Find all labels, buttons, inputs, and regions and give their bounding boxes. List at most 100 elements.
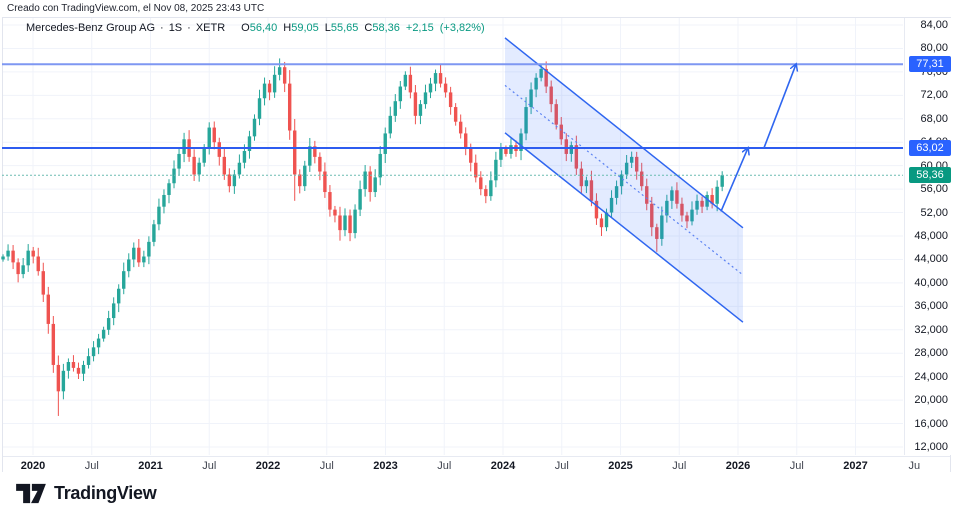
candle-body <box>328 192 332 210</box>
candle-body <box>700 200 704 207</box>
candle-body <box>489 180 493 197</box>
price-axis-label: 16,000 <box>914 417 948 430</box>
time-axis-label: 2023 <box>373 460 398 472</box>
candle-body <box>433 73 438 84</box>
candle-body <box>499 148 503 160</box>
breakout-arrow[interactable] <box>763 64 796 149</box>
exchange-label: XETR <box>195 22 226 34</box>
channel-upper-line[interactable] <box>504 37 744 229</box>
candle-body <box>56 364 61 392</box>
candle-body <box>41 271 45 295</box>
candle-body <box>117 288 121 304</box>
candle-body <box>559 124 563 140</box>
candle-body <box>564 139 568 154</box>
footer-brand[interactable]: TradingView <box>16 483 157 504</box>
price-axis-label: 44,000 <box>914 253 948 266</box>
high-label: H <box>283 22 292 34</box>
candle-body <box>373 177 377 193</box>
time-axis-label: 2020 <box>20 460 46 472</box>
time-axis[interactable]: 2020 Jul 2021 Jul 2022 Jul 2023 Jul 2024 Jul 2025 J… <box>3 456 950 473</box>
candle-body <box>584 180 589 187</box>
candle-body <box>599 218 604 228</box>
time-axis-label: Jul <box>84 460 99 472</box>
candle-body <box>469 148 473 163</box>
candle-body <box>604 212 609 228</box>
candle-body <box>318 156 322 172</box>
legend-separator: · <box>187 22 191 34</box>
price-axis-label: 48,000 <box>914 229 948 242</box>
price-axis-label: 72,00 <box>920 89 948 102</box>
candle-body <box>303 165 307 187</box>
candle-body <box>272 74 277 93</box>
tradingview-logo-icon <box>16 483 46 504</box>
candle-body <box>86 356 91 365</box>
time-axis-label: 2024 <box>490 460 516 472</box>
candle-body <box>197 162 201 175</box>
candle-body <box>172 168 176 184</box>
parallel-channel-drawing[interactable] <box>504 37 744 323</box>
candle-body <box>705 194 709 207</box>
candle-body <box>323 171 327 193</box>
price-axis[interactable]: 84,0080,0076,0072,0068,0064,0060,0056,00… <box>904 18 952 455</box>
candle-body <box>227 174 232 187</box>
candle-body <box>212 127 216 143</box>
price-level-badge: 77,31 <box>909 56 951 73</box>
candle-body <box>594 200 599 219</box>
candle-body <box>247 136 252 152</box>
candle-body <box>614 186 619 198</box>
candle-body <box>162 194 166 207</box>
symbol-name: Mercedes-Benz Group AG <box>26 22 156 34</box>
change-value: +2,15 <box>405 22 434 34</box>
time-axis-label: Jul <box>319 460 334 472</box>
candle-body <box>157 206 161 225</box>
price-axis-label: 28,000 <box>914 347 948 360</box>
time-axis-label: Jul <box>554 460 569 472</box>
breakout-arrow[interactable] <box>720 148 748 212</box>
candle-body <box>484 189 488 197</box>
candle-body <box>685 215 689 222</box>
candle-body <box>338 215 342 231</box>
candle-body <box>262 83 267 99</box>
candle-body <box>640 171 644 187</box>
price-axis-label: 40,000 <box>914 276 948 289</box>
ohlc-values: O56,40 H59,05 L55,65 C58,36 +2,15 (+3,82%) <box>235 22 485 34</box>
candle-body <box>217 142 221 157</box>
candle-body <box>222 156 227 175</box>
candle-body <box>388 115 392 134</box>
candle-body <box>287 83 292 131</box>
candle-body <box>655 227 659 239</box>
candle-body <box>96 338 101 348</box>
candle-body <box>252 118 257 137</box>
candle-body <box>137 247 141 263</box>
candle-body <box>232 174 237 187</box>
candle-body <box>167 183 171 195</box>
open-label: O <box>241 22 250 34</box>
candle-body <box>313 146 317 157</box>
time-axis-label: 2026 <box>725 460 751 472</box>
candle-body <box>147 241 151 257</box>
candle-body <box>358 189 362 210</box>
candle-body <box>710 194 714 204</box>
candle-body <box>132 247 136 260</box>
candle-body <box>383 133 387 154</box>
candle-body <box>91 347 96 357</box>
candle-body <box>71 362 76 368</box>
candle-body <box>418 104 423 116</box>
time-axis-label: 2022 <box>255 460 281 472</box>
candle-body <box>645 186 649 204</box>
candle-body <box>308 146 312 166</box>
candle-body <box>237 162 242 175</box>
price-axis-label: 84,00 <box>920 19 948 31</box>
candle-body <box>539 68 543 78</box>
candles-series <box>1 58 724 416</box>
candle-body <box>554 104 558 125</box>
candle-body <box>428 83 433 93</box>
candle-body <box>529 89 533 108</box>
candle-body <box>403 74 408 87</box>
candle-body <box>21 265 25 275</box>
symbol-legend[interactable]: Mercedes-Benz Group AG · 1S · XETR O56,40 H59,… <box>26 22 485 34</box>
channel-lower-line[interactable] <box>504 132 744 323</box>
candle-body <box>569 145 574 154</box>
candle-body <box>192 156 196 175</box>
